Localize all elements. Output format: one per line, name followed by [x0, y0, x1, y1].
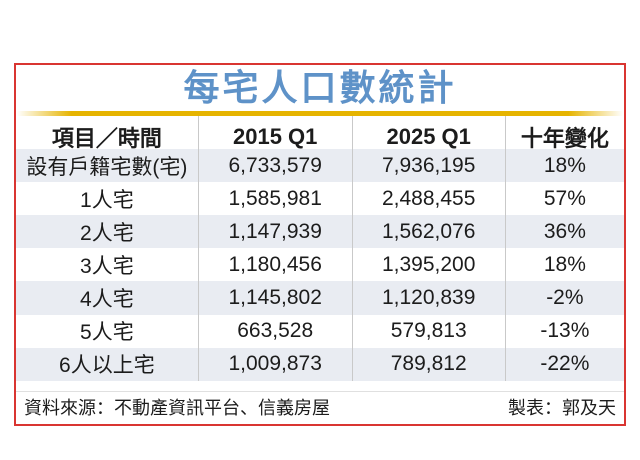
table-cell-2025: 1,120,839 — [351, 281, 505, 315]
table-cell-item: 4人宅 — [16, 281, 198, 315]
table-cell-2015: 6,733,579 — [197, 149, 352, 183]
table-cell-change: -2% — [504, 281, 624, 315]
table-cell-item: 6人以上宅 — [16, 347, 198, 381]
column-header-2015q1: 2015 Q1 — [197, 116, 352, 158]
table-cell-item: 2人宅 — [16, 215, 198, 249]
table-cell-2015: 1,180,456 — [197, 248, 352, 282]
table-cell-change: -22% — [504, 347, 624, 381]
table-cell-item: 3人宅 — [80, 254, 134, 278]
column-header-change: 十年變化 — [504, 116, 624, 158]
table-cell-change: -13% — [504, 314, 624, 348]
table-cell-item: 5人宅 — [80, 321, 134, 345]
table-cell-2025: 1,395,200 — [351, 248, 505, 282]
table-footer: 資料來源：不動產資訊平台、信義房屋 製表：郭及天 — [16, 391, 624, 424]
data-source-label: 資料來源：不動產資訊平台、信義房屋 — [24, 398, 330, 418]
column-header-2025q1: 2025 Q1 — [351, 116, 505, 158]
table-cell-2025: 1,562,076 — [351, 215, 505, 249]
table-cell-2015: 1,145,802 — [197, 281, 352, 315]
table-cell-2015: 1,009,873 — [197, 347, 352, 381]
table-cell-item: 設有戶籍宅數(宅) — [16, 149, 198, 183]
table-cell-2025: 789,812 — [351, 347, 505, 381]
statistics-table: 項目／時間 2015 Q1 2025 Q1 十年變化 設有戶籍宅數(宅) 6,7… — [16, 116, 624, 381]
table-cell-change: 57% — [504, 182, 624, 216]
infographic-frame: 每宅人口數統計 項目／時間 2015 Q1 2025 Q1 十年變化 設有戶籍宅… — [14, 63, 626, 426]
table-cell-2015: 663,528 — [197, 314, 352, 348]
credit-label: 製表：郭及天 — [508, 398, 616, 418]
column-header-item: 項目／時間 — [51, 126, 162, 151]
table-cell-2025: 579,813 — [351, 314, 505, 348]
table-cell-change: 18% — [504, 248, 624, 282]
table-cell-item: 1人宅 — [80, 188, 134, 212]
title-underline — [17, 111, 623, 116]
table-cell-2015: 1,147,939 — [197, 215, 352, 249]
table-cell-2025: 7,936,195 — [351, 149, 505, 183]
title-bar: 每宅人口數統計 — [16, 65, 624, 111]
table-cell-change: 36% — [504, 215, 624, 249]
table-cell-2025: 2,488,455 — [351, 182, 505, 216]
table-cell-2015: 1,585,981 — [197, 182, 352, 216]
table-cell-change: 18% — [504, 149, 624, 183]
page-title: 每宅人口數統計 — [183, 67, 457, 108]
